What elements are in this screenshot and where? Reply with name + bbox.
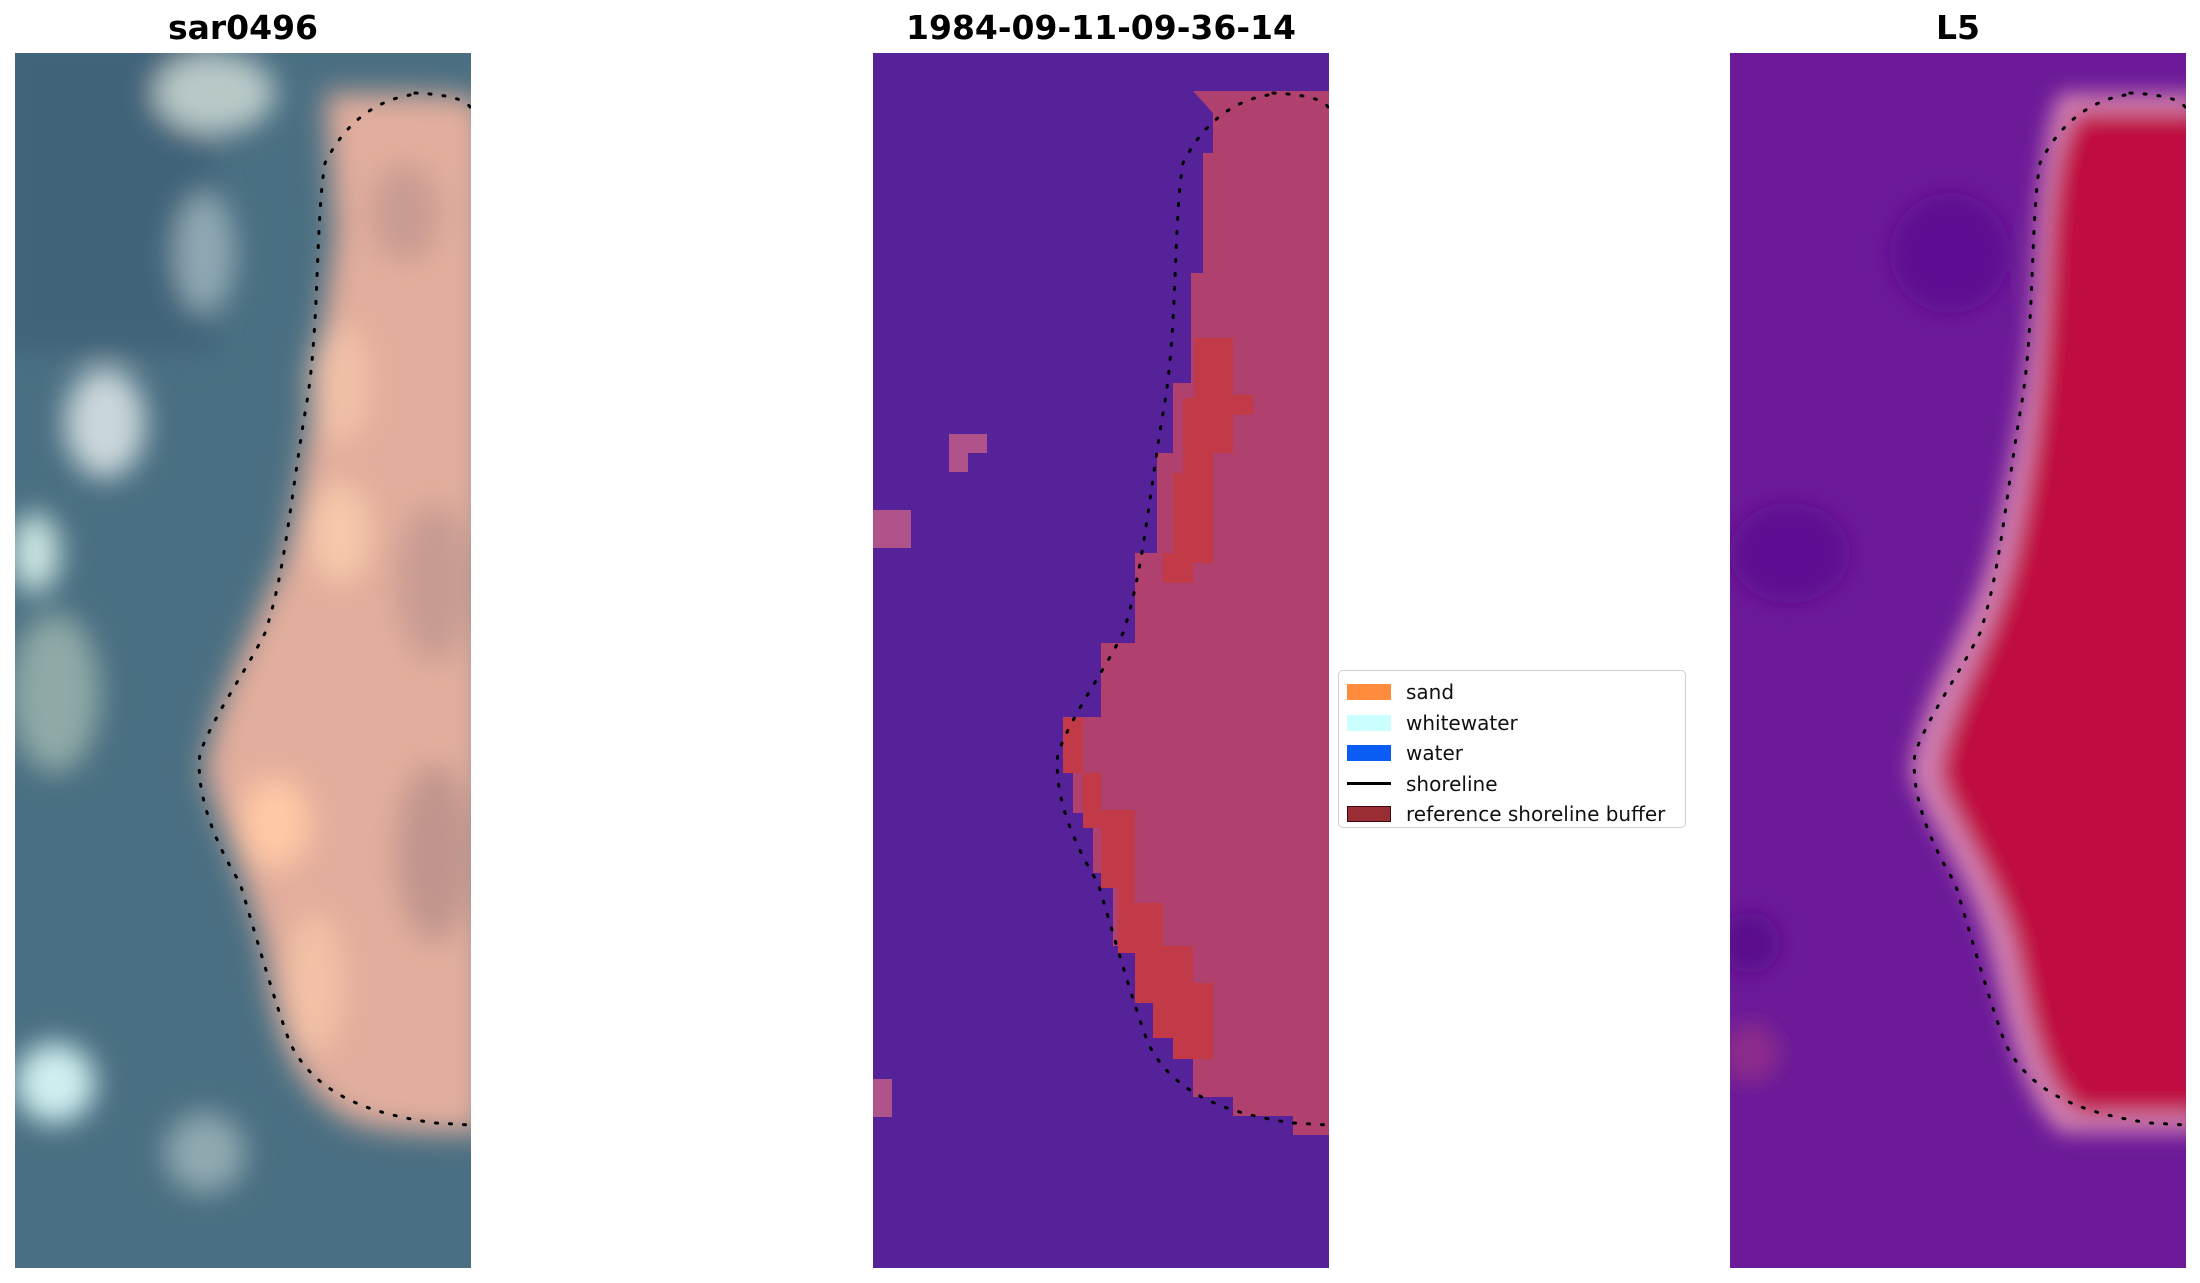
- legend-label: shoreline: [1406, 771, 1498, 796]
- panel-title-index: L5: [1936, 8, 1980, 47]
- legend-item-sand: sand: [1347, 677, 1677, 708]
- panel-title-date: 1984-09-11-09-36-14: [906, 8, 1296, 47]
- legend-item-shoreline: shoreline: [1347, 769, 1677, 800]
- legend-item-reference-buffer: reference shoreline buffer: [1347, 799, 1677, 830]
- classification-map: [873, 53, 1329, 1268]
- whitewater-swatch: [1347, 714, 1391, 731]
- index-image: [1730, 53, 2186, 1268]
- legend-label: water: [1406, 741, 1463, 766]
- panel-title-rgb: sar0496: [167, 8, 319, 47]
- legend: sand whitewater water shoreline referenc…: [1338, 670, 1686, 828]
- legend-item-water: water: [1347, 738, 1677, 769]
- sand-swatch: [1347, 684, 1391, 701]
- legend-label: whitewater: [1406, 710, 1518, 735]
- legend-label: sand: [1406, 680, 1455, 705]
- shoreline-line-sample: [1347, 782, 1391, 786]
- legend-item-whitewater: whitewater: [1347, 708, 1677, 739]
- legend-label: reference shoreline buffer: [1406, 802, 1666, 827]
- water-swatch: [1347, 745, 1391, 762]
- rgb-satellite-image: [15, 53, 471, 1268]
- buffer-swatch: [1347, 806, 1391, 823]
